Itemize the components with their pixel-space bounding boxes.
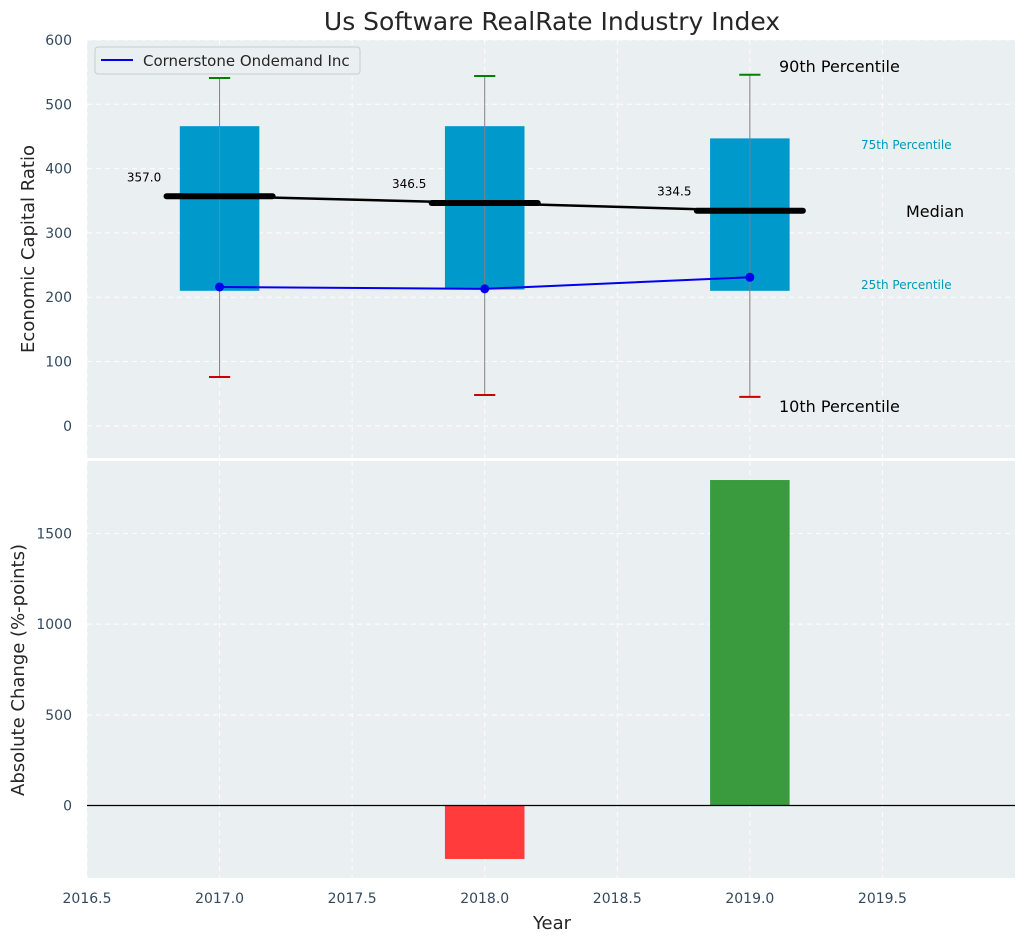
x-tick-label: 2017.5	[328, 891, 377, 907]
p10-annotation: 10th Percentile	[779, 397, 900, 416]
bottom-plot-area	[87, 461, 1015, 878]
legend[interactable]: Cornerstone Ondemand Inc	[94, 46, 361, 75]
boxes	[179, 73, 790, 398]
company-point	[480, 284, 490, 294]
change-bar	[710, 480, 790, 806]
median-annotation: Median	[906, 202, 964, 221]
top-y-tick-label: 600	[45, 33, 72, 49]
x-tick-label: 2018.0	[460, 891, 509, 907]
x-axis-label: Year	[532, 913, 572, 934]
legend-label: Cornerstone Ondemand Inc	[143, 52, 350, 70]
change-bars	[444, 480, 790, 859]
x-tick-label: 2018.5	[593, 891, 642, 907]
bottom-y-tick-label: 500	[45, 708, 72, 724]
x-tick-label: 2016.5	[63, 891, 112, 907]
median-lines: 357.0 346.5 334.5	[127, 170, 806, 214]
x-ticks: 2016.5 2017.0 2017.5 2018.0 2018.5 2019.0 2019…	[63, 891, 907, 907]
chart-title: Us Software RealRate Industry Index	[324, 7, 780, 36]
median-value-label: 357.0	[127, 170, 161, 184]
top-y-tick-label: 300	[45, 226, 72, 242]
p90-annotation: 90th Percentile	[779, 57, 900, 76]
top-y-tick-label: 200	[45, 290, 72, 306]
x-tick-label: 2017.0	[195, 891, 244, 907]
top-y-tick-label: 0	[63, 419, 72, 435]
x-tick-label: 2019.0	[725, 891, 774, 907]
bottom-y-axis-label: Absolute Change (%-points)	[8, 544, 29, 796]
x-tick-label: 2019.5	[858, 891, 907, 907]
p25-annotation: 25th Percentile	[861, 278, 952, 292]
top-y-axis-label: Economic Capital Ratio	[18, 145, 39, 353]
company-series	[215, 272, 755, 294]
p75-annotation: 75th Percentile	[861, 138, 952, 152]
median-value-label: 334.5	[657, 185, 691, 199]
company-point	[745, 272, 755, 282]
bottom-y-ticks: 0 500 1000 1500	[36, 527, 72, 815]
median-value-label: 346.5	[392, 177, 426, 191]
legend-box	[94, 46, 361, 75]
top-panel: 0 100 200 300 400 500 600 357.0 346.5 334.5 90th…	[18, 33, 1015, 458]
change-bar	[444, 805, 525, 859]
bottom-y-tick-label: 1000	[36, 617, 72, 633]
top-y-tick-label: 400	[45, 162, 72, 178]
percentile-annotations: 90th Percentile 75th Percentile Median 2…	[779, 57, 964, 416]
top-y-tick-label: 500	[45, 97, 72, 113]
bottom-y-tick-label: 0	[63, 798, 72, 814]
top-y-ticks: 0 100 200 300 400 500 600	[45, 33, 72, 435]
bottom-y-tick-label: 1500	[36, 527, 72, 543]
top-y-tick-label: 100	[45, 355, 72, 371]
company-point	[215, 282, 225, 292]
